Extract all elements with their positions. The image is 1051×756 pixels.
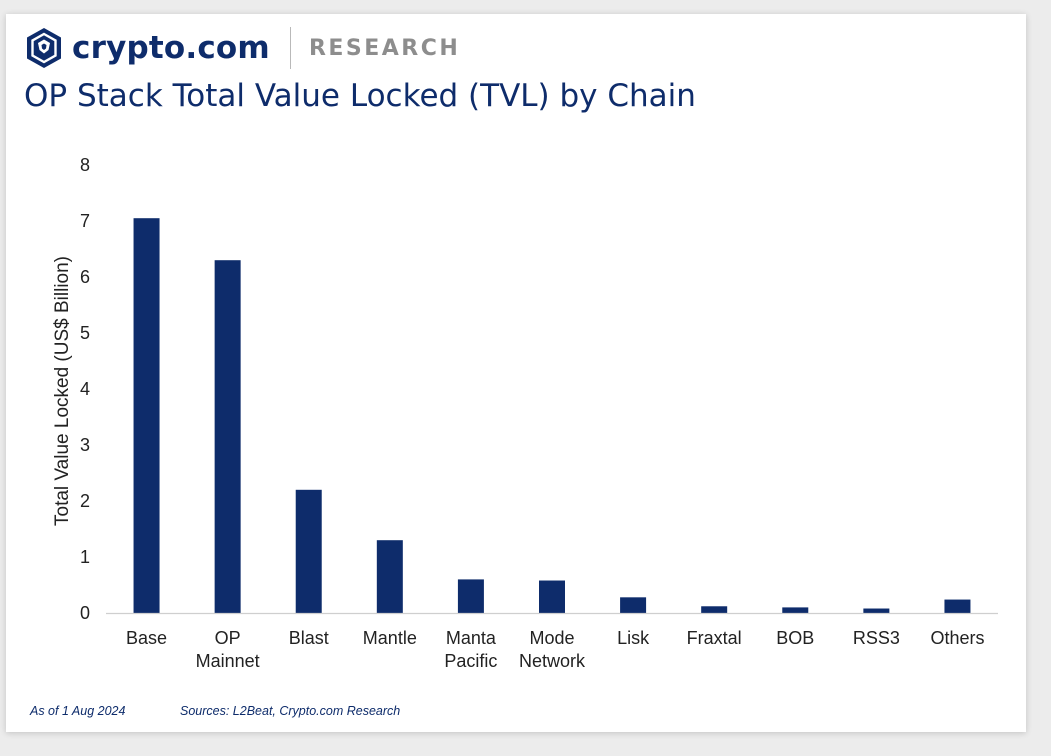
bar-lisk: [620, 597, 647, 613]
bar-blast: [295, 489, 322, 613]
x-tick-label: Mode: [529, 628, 574, 648]
x-tick-label: Others: [930, 628, 984, 648]
bar-fraxtal: [701, 606, 728, 613]
y-tick-label: 2: [80, 491, 90, 511]
brand-header: crypto.com RESEARCH: [24, 26, 460, 70]
x-tick-label: Manta: [446, 628, 497, 648]
x-tick-label: Lisk: [617, 628, 650, 648]
y-tick-label: 8: [80, 155, 90, 175]
bar-op-mainnet: [214, 260, 241, 613]
x-tick-label: Pacific: [444, 651, 497, 671]
x-tick-label: Fraxtal: [687, 628, 742, 648]
x-tick-label: RSS3: [853, 628, 900, 648]
footer-sources: Sources: L2Beat, Crypto.com Research: [180, 704, 401, 718]
y-tick-label: 3: [80, 435, 90, 455]
x-tick-label: Mainnet: [196, 651, 260, 671]
chart-title: OP Stack Total Value Locked (TVL) by Cha…: [24, 78, 696, 114]
x-tick-label: Blast: [289, 628, 329, 648]
y-tick-label: 5: [80, 323, 90, 343]
x-tick-label: Base: [126, 628, 167, 648]
x-tick-label: BOB: [776, 628, 814, 648]
brand-divider: [289, 27, 291, 69]
x-tick-label: OP: [215, 628, 241, 648]
bar-manta-pacific: [457, 579, 484, 613]
y-tick-label: 1: [80, 547, 90, 567]
x-tick-label: Network: [519, 651, 586, 671]
bar-mode-network: [539, 580, 565, 613]
y-tick-label: 4: [80, 379, 90, 399]
crypto-com-lion-logo-icon: [27, 28, 61, 68]
footer-as-of: As of 1 Aug 2024: [30, 704, 126, 718]
bar-mantle: [376, 540, 403, 613]
y-tick-label: 6: [80, 267, 90, 287]
bar-others: [944, 599, 971, 613]
bar-rss3: [863, 608, 890, 613]
x-tick-label: Mantle: [363, 628, 417, 648]
y-tick-label: 7: [80, 211, 90, 231]
brand-name: crypto.com: [72, 30, 270, 66]
y-tick-label: 0: [80, 603, 90, 623]
bar-bob: [782, 607, 809, 613]
chart-card: crypto.com RESEARCH OP Stack Total Value…: [6, 14, 1026, 732]
bar-base: [133, 218, 160, 613]
brand-section-label: RESEARCH: [308, 35, 461, 61]
y-axis-label: Total Value Locked (US$ Billion): [52, 256, 73, 526]
